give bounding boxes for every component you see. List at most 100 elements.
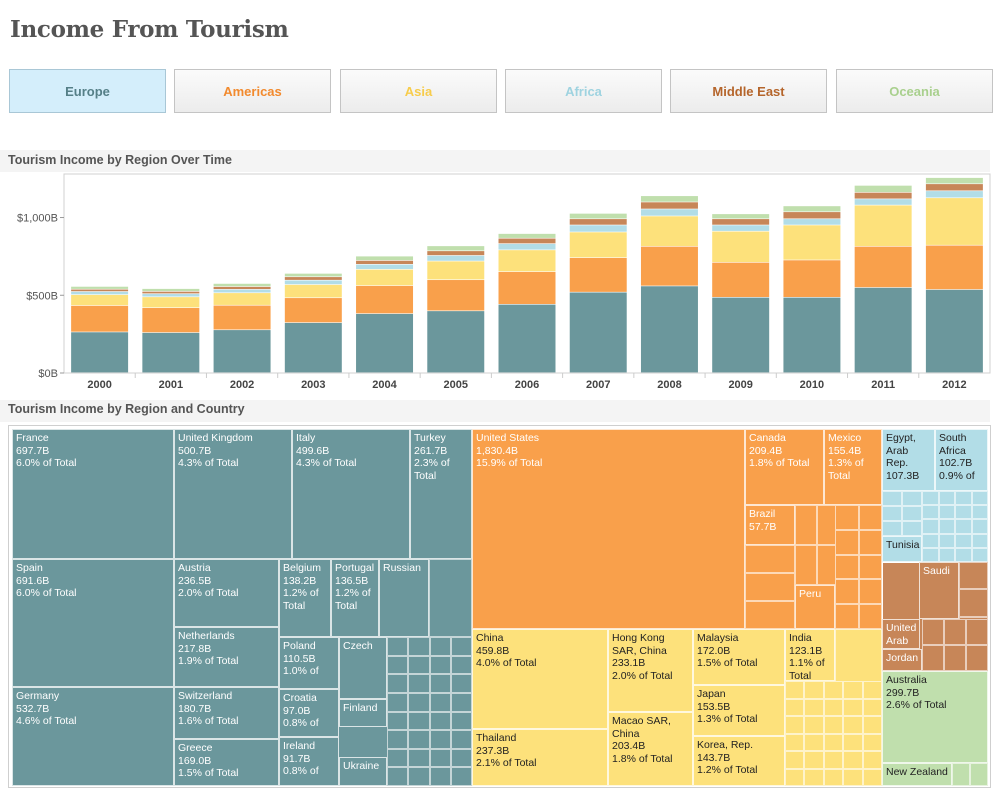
region-button-asia[interactable]: Asia [340,69,497,113]
treemap-small-tile[interactable] [804,698,824,716]
treemap-small-tile[interactable] [835,604,859,629]
treemap-small-tile[interactable] [938,547,955,562]
treemap-small-tile[interactable] [408,692,430,712]
treemap-small-tile[interactable] [387,674,409,693]
region-button-americas[interactable]: Americas [174,69,331,113]
treemap-small-tile[interactable] [959,589,988,617]
treemap-small-tile[interactable] [858,604,882,629]
treemap-small-tile[interactable] [902,521,922,536]
treemap-small-tile[interactable] [955,519,972,534]
treemap-small-tile[interactable] [952,763,970,786]
treemap-small-tile[interactable] [862,751,882,769]
region-button-oceania[interactable]: Oceania [836,69,993,113]
treemap-small-tile[interactable] [450,748,472,768]
treemap-small-tile[interactable] [971,533,988,548]
treemap-small-tile[interactable] [745,545,795,573]
treemap-small-tile[interactable] [408,748,430,768]
treemap-small-tile[interactable] [795,545,817,585]
treemap-small-tile[interactable] [858,505,882,530]
treemap-small-tile[interactable] [429,559,472,637]
treemap-small-tile[interactable] [971,505,988,520]
treemap-small-tile[interactable] [387,767,409,786]
region-button-africa[interactable]: Africa [505,69,662,113]
treemap-small-tile[interactable] [408,674,430,693]
treemap-cell-spain[interactable]: Spain 691.6B 6.0% of Total [12,559,174,687]
treemap-small-tile[interactable] [429,767,451,786]
treemap-small-tile[interactable] [922,533,939,548]
treemap-cell-czech[interactable]: Czech [339,637,387,699]
treemap-small-tile[interactable] [971,547,988,562]
treemap-cell-mexico[interactable]: Mexico 155.4B 1.3% of Total [824,429,882,505]
treemap-cell-korea-rep-[interactable]: Korea, Rep. 143.7B 1.2% of Total [693,736,785,786]
treemap-cell-china[interactable]: China 459.8B 4.0% of Total [472,629,608,729]
treemap-small-tile[interactable] [902,491,922,506]
treemap-cell-tunisia[interactable]: Tunisia [882,536,922,562]
treemap-cell-belgium[interactable]: Belgium 138.2B 1.2% of Total [279,559,331,637]
treemap-small-tile[interactable] [862,768,882,786]
treemap-small-tile[interactable] [408,637,430,656]
treemap-cell-austria[interactable]: Austria 236.5B 2.0% of Total [174,559,279,627]
treemap-cell-new-zealand[interactable]: New Zealand [882,763,952,786]
treemap-small-tile[interactable] [862,698,882,716]
treemap-small-tile[interactable] [843,751,863,769]
treemap-cell-switzerland[interactable]: Switzerland 180.7B 1.6% of Total [174,687,279,739]
treemap-small-tile[interactable] [450,692,472,712]
treemap-small-tile[interactable] [450,637,472,656]
treemap-small-tile[interactable] [450,711,472,731]
treemap-cell-croatia[interactable]: Croatia 97.0B 0.8% of [279,689,339,737]
treemap-cell-united-arab[interactable]: United Arab [882,619,920,649]
treemap-small-tile[interactable] [862,733,882,751]
treemap-cell-france[interactable]: France 697.7B 6.0% of Total [12,429,174,559]
treemap-small-tile[interactable] [959,562,988,590]
treemap-small-tile[interactable] [843,716,863,734]
treemap-small-tile[interactable] [823,698,844,716]
treemap-small-tile[interactable] [387,692,409,712]
treemap-small-tile[interactable] [835,529,859,555]
treemap-cell-poland[interactable]: Poland 110.5B 1.0% of [279,637,339,689]
treemap-small-tile[interactable] [785,698,805,716]
treemap-small-tile[interactable] [922,491,939,506]
treemap-small-tile[interactable] [971,491,988,506]
treemap-small-tile[interactable] [843,698,863,716]
treemap-small-tile[interactable] [938,519,955,534]
treemap-small-tile[interactable] [922,547,939,562]
treemap-small-tile[interactable] [938,533,955,548]
treemap-cell-turkey[interactable]: Turkey 261.7B 2.3% of Total [410,429,472,559]
treemap-small-tile[interactable] [843,768,863,786]
treemap-small-tile[interactable] [429,692,451,712]
treemap-small-tile[interactable] [938,491,955,506]
treemap-small-tile[interactable] [858,529,882,555]
treemap-cell-portugal[interactable]: Portugal 136.5B 1.2% of Total [331,559,379,637]
treemap-small-tile[interactable] [882,521,902,536]
treemap-small-tile[interactable] [429,730,451,749]
treemap-small-tile[interactable] [429,748,451,768]
treemap-small-tile[interactable] [843,681,863,699]
treemap-small-tile[interactable] [944,619,966,645]
treemap-cell-ukraine[interactable]: Ukraine [339,757,387,786]
treemap-cell-brazil[interactable]: Brazil 57.7B [745,505,795,545]
treemap-small-tile[interactable] [387,711,409,731]
treemap-cell-netherlands[interactable]: Netherlands 217.8B 1.9% of Total [174,627,279,687]
treemap-small-tile[interactable] [450,767,472,786]
treemap-small-tile[interactable] [882,491,902,506]
treemap-small-tile[interactable] [955,491,972,506]
treemap-cell-united-states[interactable]: United States 1,830.4B 15.9% of Total [472,429,745,629]
treemap-small-tile[interactable] [804,768,824,786]
treemap-cell-india[interactable]: India 123.1B 1.1% of Total [785,629,835,681]
treemap-small-tile[interactable] [804,681,824,699]
treemap-small-tile[interactable] [823,716,844,734]
treemap-cell-macao-sar-china[interactable]: Macao SAR, China 203.4B 1.8% of Total [608,712,693,786]
treemap-cell-greece[interactable]: Greece 169.0B 1.5% of Total [174,739,279,786]
treemap-small-tile[interactable] [966,619,988,645]
treemap-cell-thailand[interactable]: Thailand 237.3B 2.1% of Total [472,729,608,786]
treemap-small-tile[interactable] [835,554,859,580]
treemap-cell-canada[interactable]: Canada 209.4B 1.8% of Total [745,429,824,505]
treemap-cell-hong-kong-sar-china[interactable]: Hong Kong SAR, China 233.1B 2.0% of Tota… [608,629,693,712]
treemap-small-tile[interactable] [823,681,844,699]
treemap-small-tile[interactable] [795,505,817,545]
treemap-cell-germany[interactable]: Germany 532.7B 4.6% of Total [12,687,174,786]
treemap-small-tile[interactable] [785,681,805,699]
treemap-small-tile[interactable] [922,519,939,534]
treemap-small-tile[interactable] [966,645,988,671]
treemap-small-tile[interactable] [408,711,430,731]
